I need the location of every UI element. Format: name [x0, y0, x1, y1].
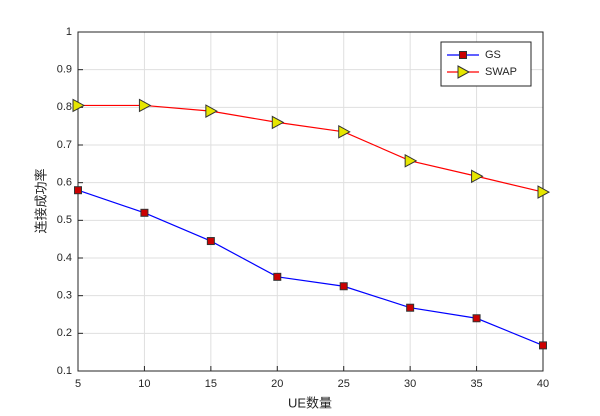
data-point: [205, 104, 218, 118]
y-tick-label: 0.7: [57, 139, 72, 151]
x-axis-label: UE数量: [288, 395, 332, 410]
data-point: [472, 314, 481, 323]
data-point: [271, 115, 285, 130]
y-tick-label: 0.2: [57, 327, 72, 339]
series-line: [77, 189, 544, 346]
x-tick-label: 5: [75, 378, 81, 390]
legend-marker: [457, 65, 471, 79]
series-line: [78, 104, 544, 193]
data-point: [339, 282, 348, 291]
legend-box: [440, 41, 532, 87]
data-point: [338, 124, 351, 139]
data-point: [138, 98, 152, 113]
data-point: [404, 153, 418, 168]
x-tick-label: 15: [205, 378, 217, 390]
x-tick-label: 25: [338, 378, 350, 390]
y-tick-label: 0.3: [57, 290, 72, 302]
x-tick-label: 40: [537, 378, 549, 390]
y-tick-label: 0.1: [57, 365, 72, 377]
data-point: [206, 237, 215, 246]
data-point: [140, 208, 149, 217]
y-tick-label: 0.6: [57, 177, 72, 189]
data-point: [537, 185, 551, 199]
data-point: [406, 303, 415, 312]
y-tick-label: 0.9: [57, 64, 72, 76]
data-point: [539, 341, 547, 350]
data-point: [74, 186, 82, 195]
y-tick-label: 1: [66, 26, 72, 38]
legend-marker: [459, 51, 467, 59]
legend-label: GS: [485, 49, 501, 61]
y-tick-label: 0.4: [57, 252, 72, 264]
data-point: [273, 272, 282, 281]
x-tick-label: 35: [470, 378, 482, 390]
x-tick-label: 20: [271, 378, 283, 390]
plot-area: [78, 32, 543, 371]
data-point: [471, 169, 484, 184]
data-point: [72, 98, 86, 113]
x-tick-label: 10: [138, 378, 150, 390]
y-tick-label: 0.5: [57, 214, 72, 226]
axes-box: [77, 31, 544, 372]
y-tick-label: 0.8: [57, 101, 72, 113]
legend-label: SWAP: [485, 66, 517, 78]
x-tick-label: 30: [404, 378, 416, 390]
y-axis-label: 连接成功率: [33, 168, 48, 233]
